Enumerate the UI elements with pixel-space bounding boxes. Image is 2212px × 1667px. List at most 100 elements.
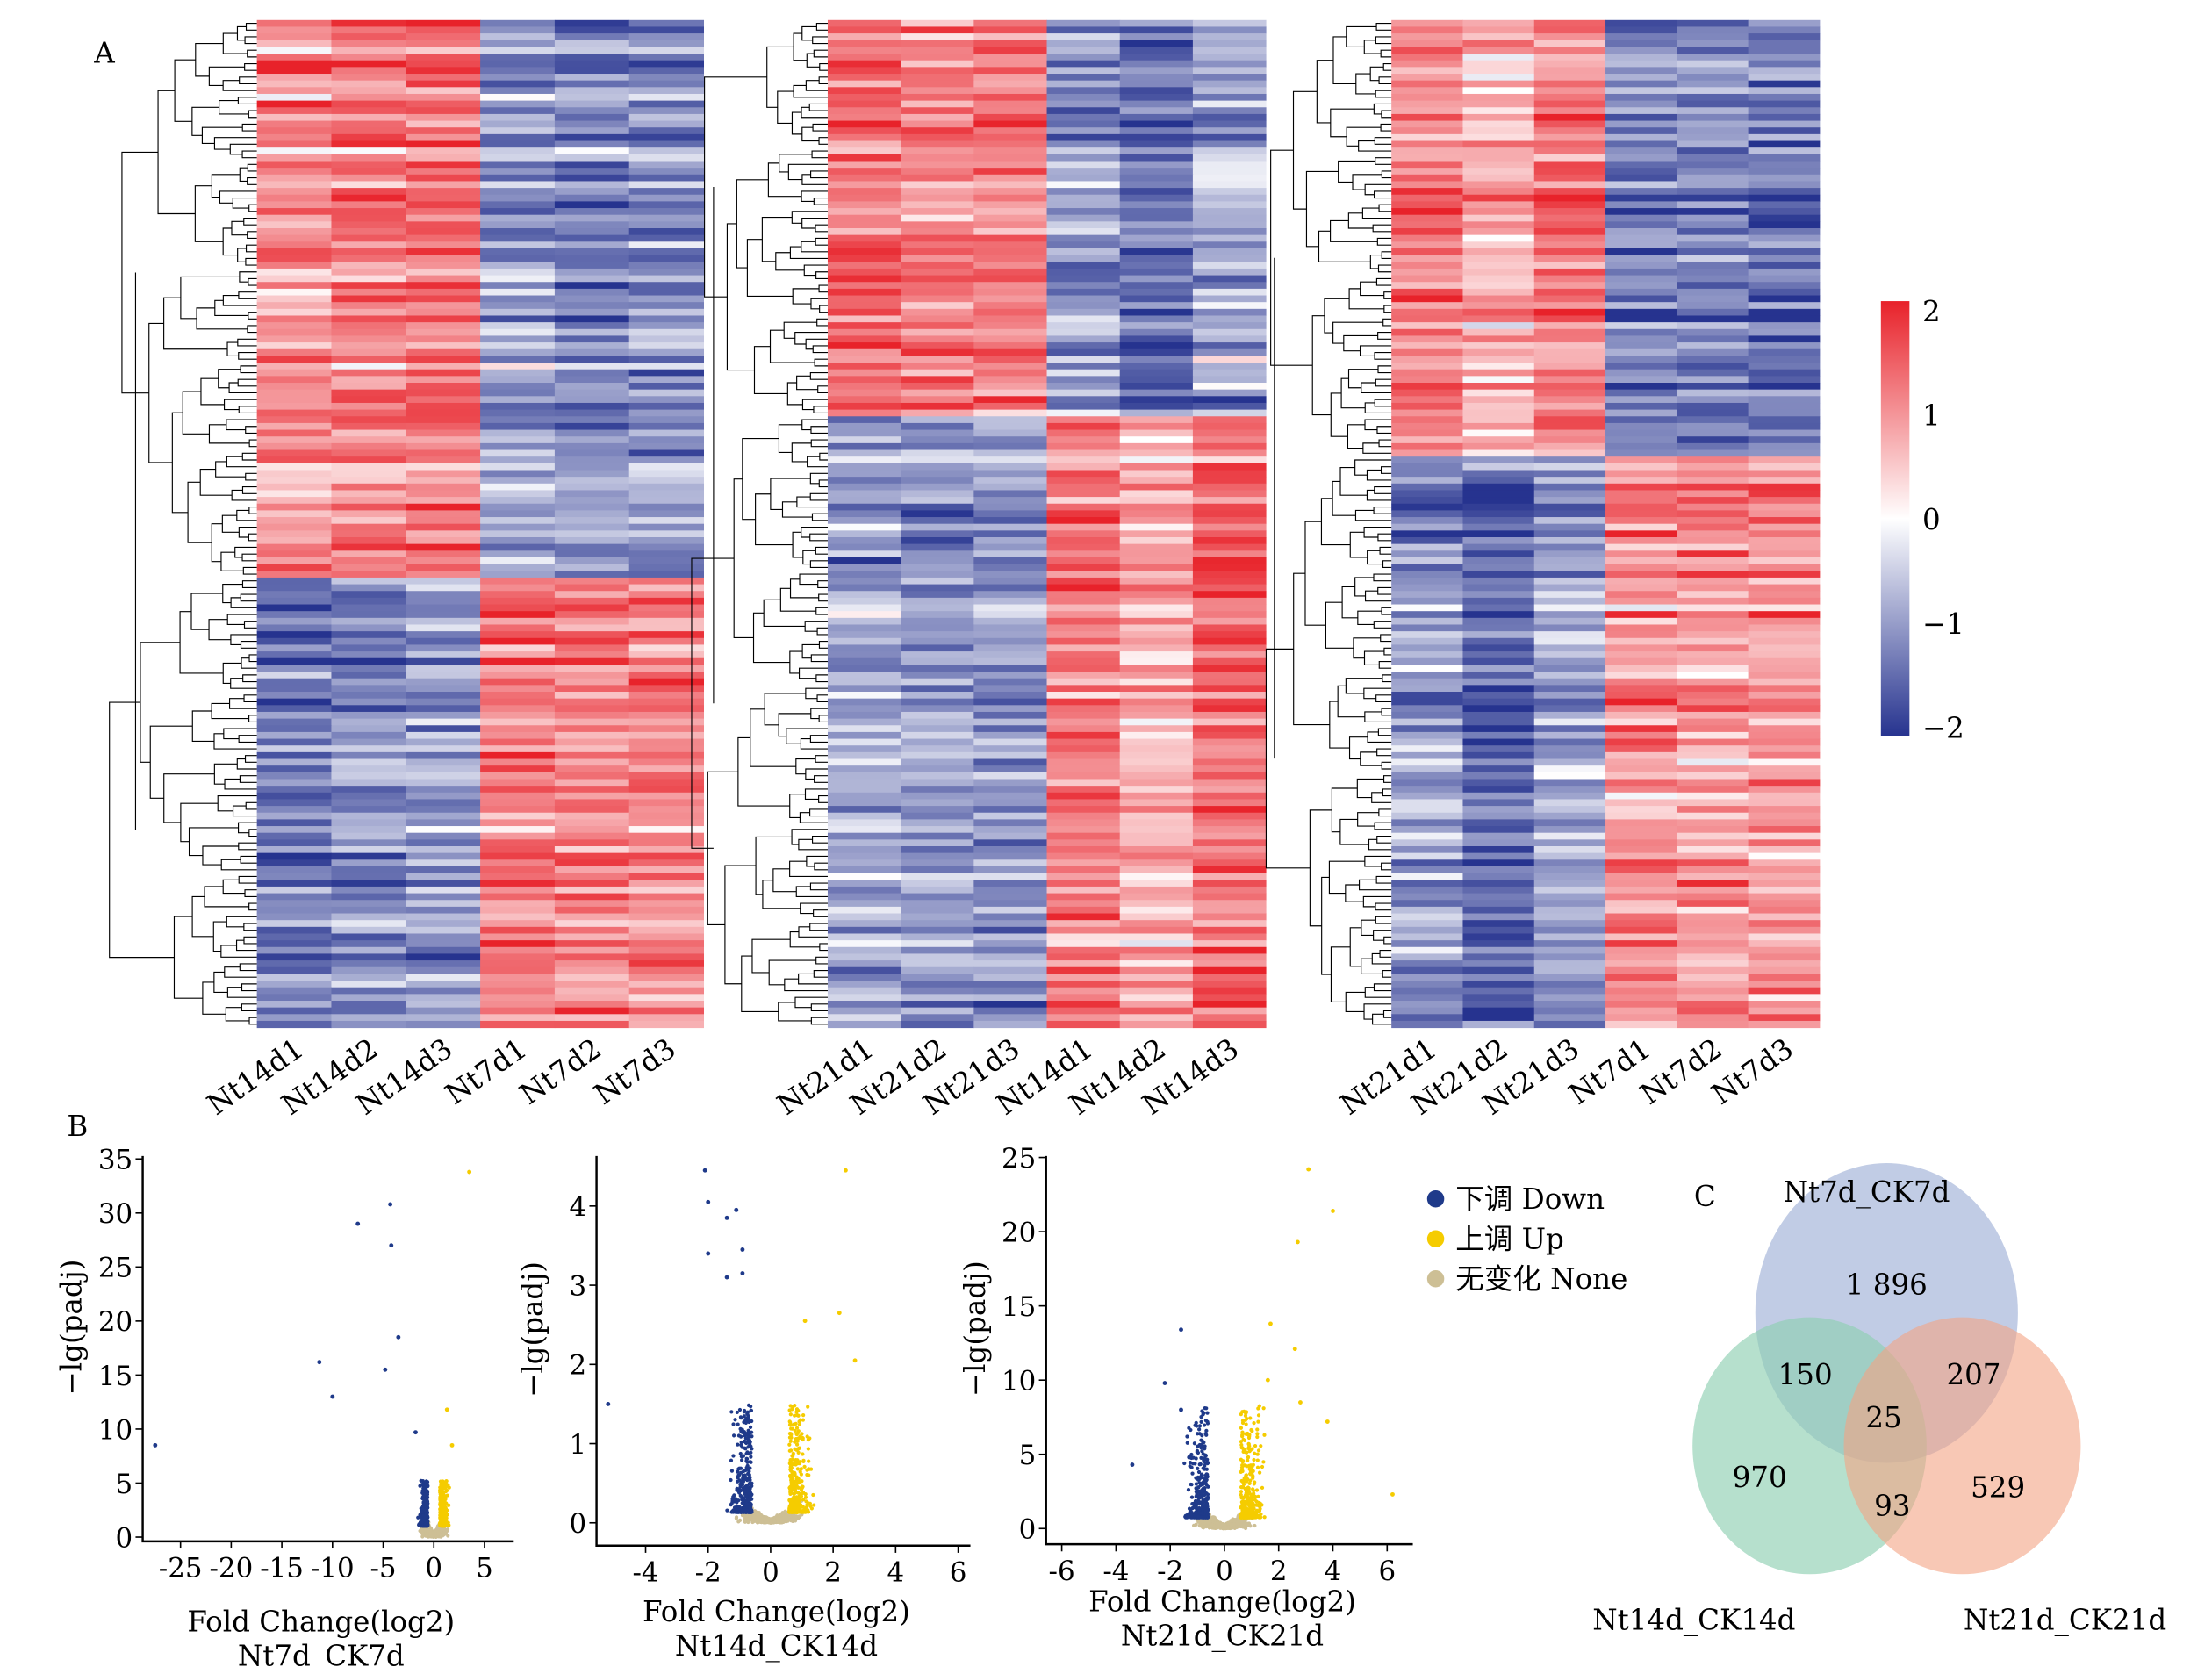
dendrogram-branch <box>1339 467 1368 496</box>
heatmap-cell <box>901 672 974 679</box>
heatmap-cell <box>554 873 630 880</box>
heatmap-cell <box>1462 765 1535 773</box>
heatmap-cell <box>1605 933 1677 941</box>
dendrogram-branch <box>157 90 196 215</box>
heatmap-cell <box>1748 672 1821 679</box>
heatmap-cell <box>331 832 406 840</box>
heatmap-cell <box>1605 651 1677 659</box>
heatmap-cell <box>1605 779 1677 787</box>
dendrogram-branch <box>180 802 219 843</box>
heatmap-cell <box>480 262 556 269</box>
heatmap-cell <box>1533 396 1606 404</box>
heatmap-cell <box>406 93 481 102</box>
dendrogram-branch <box>190 593 223 630</box>
heatmap-cell <box>406 288 481 297</box>
heatmap-cell <box>628 328 705 336</box>
dendrogram-branch <box>1382 788 1392 797</box>
heatmap-cell <box>1391 900 1463 908</box>
point-up <box>445 1513 449 1517</box>
heatmap-cell <box>1677 906 1749 915</box>
heatmap-cell <box>480 786 556 794</box>
heatmap-cell <box>1391 644 1463 652</box>
heatmap-cell <box>973 960 1048 968</box>
heatmap-cell <box>628 26 705 34</box>
heatmap-cell <box>628 214 705 222</box>
heatmap-cell <box>1391 348 1463 356</box>
heatmap-cell <box>480 436 556 444</box>
dendrogram-branch <box>818 137 828 145</box>
heatmap-cell <box>406 886 481 895</box>
heatmap-cell <box>1533 873 1606 880</box>
dendrogram-branch <box>230 597 257 608</box>
heatmap-cell <box>1192 665 1267 672</box>
dendrogram-branch <box>802 550 816 565</box>
dendrogram-branch <box>1358 879 1392 891</box>
heatmap-cell <box>973 685 1048 693</box>
dendrogram-branch <box>814 862 828 871</box>
row-dendrogram <box>109 23 257 1025</box>
heatmap-cell <box>331 987 406 995</box>
dendrogram-branch <box>741 955 779 1013</box>
heatmap-cell <box>1533 517 1606 525</box>
heatmap-cell <box>973 591 1048 599</box>
dendrogram-branch <box>234 546 257 558</box>
heatmap-cell <box>1533 201 1606 209</box>
heatmap-cell <box>1391 846 1463 854</box>
dendrogram-branch <box>801 399 828 411</box>
heatmap-cell <box>1533 174 1606 182</box>
heatmap-cell <box>1605 47 1677 54</box>
dendrogram-branch <box>1364 711 1392 723</box>
heatmap-cell <box>406 422 481 431</box>
heatmap-cell <box>1748 409 1821 417</box>
heatmap-cell <box>256 181 332 189</box>
heatmap-cell <box>1391 523 1463 531</box>
heatmap-cell <box>827 154 901 162</box>
heatmap-cell <box>1748 356 1821 363</box>
heatmap-cell <box>901 651 974 659</box>
heatmap-cell <box>1748 812 1821 820</box>
heatmap-cell <box>1533 363 1606 370</box>
heatmap-cell <box>628 322 705 330</box>
heatmap-cell <box>901 33 974 41</box>
heatmap-cell <box>1119 188 1194 196</box>
dendrogram-branch <box>815 607 828 615</box>
heatmap-cell <box>256 60 332 68</box>
heatmap-cell <box>331 376 406 384</box>
heatmap-cell <box>1605 1020 1677 1029</box>
heatmap-cell <box>1748 678 1821 686</box>
heatmap-cell <box>1192 826 1267 834</box>
heatmap-cell <box>1046 54 1121 61</box>
heatmap-cell <box>256 631 332 639</box>
heatmap-cell <box>1677 33 1749 41</box>
heatmap-cell <box>406 584 481 592</box>
heatmap-cell <box>1533 47 1606 54</box>
dendrogram-branch <box>815 755 828 763</box>
heatmap-cell <box>554 241 630 249</box>
heatmap-cell <box>554 665 630 672</box>
dendrogram-branch <box>1337 685 1365 718</box>
heatmap-cell <box>827 490 901 498</box>
heatmap-cell <box>406 765 481 773</box>
heatmap-cell <box>827 147 901 155</box>
heatmap-cell <box>1391 409 1463 417</box>
heatmap-cell <box>406 725 481 733</box>
heatmap-cell <box>1046 758 1121 766</box>
heatmap-cell <box>256 174 332 182</box>
heatmap-cell <box>1462 920 1535 928</box>
dendrogram-branch <box>770 478 811 511</box>
heatmap-cell <box>1391 416 1463 424</box>
dendrogram-branch <box>213 137 257 150</box>
heatmap-cell <box>901 1001 974 1009</box>
dendrogram-branch <box>1373 930 1392 941</box>
heatmap-cell <box>1192 80 1267 88</box>
heatmap-cell <box>973 348 1048 356</box>
heatmap-cell <box>1119 154 1194 162</box>
heatmap-cell <box>1677 228 1749 236</box>
heatmap-cell <box>1677 530 1749 538</box>
point-up <box>439 1483 443 1487</box>
heatmap-cell <box>1119 846 1194 854</box>
heatmap-cell <box>1748 765 1821 773</box>
heatmap-cell <box>901 47 974 54</box>
heatmap-cell <box>1605 510 1677 518</box>
point-down <box>423 1522 427 1527</box>
